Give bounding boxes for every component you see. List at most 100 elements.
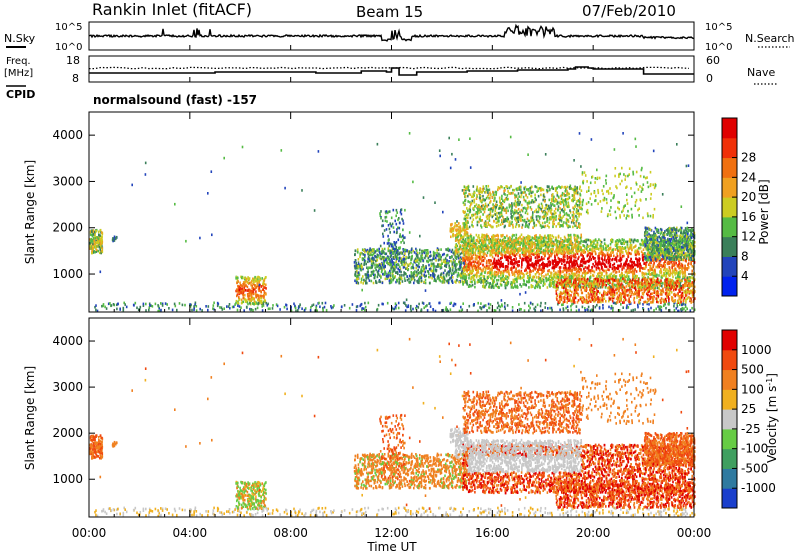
power-cell [432, 308, 434, 311]
power-cell [454, 261, 456, 264]
power-cell [100, 271, 102, 274]
power-cell [568, 270, 570, 273]
power-cell [415, 274, 417, 277]
power-cell [386, 216, 388, 219]
power-cell [185, 240, 187, 243]
power-cell [508, 281, 510, 284]
power-cell [629, 252, 631, 255]
power-cell [439, 149, 441, 152]
power-cell [648, 308, 650, 311]
power-cell [361, 279, 363, 282]
power-cell [402, 235, 404, 238]
power-cell [393, 209, 395, 212]
power-cell [527, 153, 529, 156]
power-cell [419, 235, 421, 238]
power-cell [578, 271, 580, 274]
power-cell [246, 278, 248, 281]
power-cell [463, 266, 465, 269]
power-cell [409, 263, 411, 266]
power-cell [461, 272, 463, 275]
power-cell [498, 275, 500, 278]
power-cell [480, 277, 482, 280]
power-cell [596, 304, 598, 307]
power-cell [535, 267, 537, 270]
power-cell [375, 281, 377, 284]
power-cell [145, 173, 147, 176]
power-cell [428, 264, 430, 267]
power-cell [330, 305, 332, 308]
power-cell [462, 189, 464, 192]
power-cell [659, 308, 661, 311]
beam-label: Beam 15 [356, 3, 423, 21]
power-cell [325, 302, 327, 305]
power-cell [424, 274, 426, 277]
power-cell [626, 252, 628, 255]
power-cell [586, 308, 588, 311]
power-cell [388, 247, 390, 250]
power-cell [91, 234, 93, 237]
power-cell [425, 249, 427, 252]
power-cell [401, 274, 403, 277]
power-cell [427, 249, 429, 252]
power-cell [318, 302, 320, 305]
power-cell [263, 288, 265, 291]
power-cell [438, 259, 440, 262]
power-cell [447, 280, 449, 283]
power-cell [604, 239, 606, 242]
power-cell [257, 280, 259, 283]
power-cell [490, 253, 492, 256]
power-scatter [89, 132, 695, 312]
freq-label-line2: [MHz] [4, 68, 33, 79]
power-cell [172, 309, 174, 312]
power-cell [207, 192, 209, 195]
power-cell [401, 218, 403, 221]
power-cell [396, 211, 398, 214]
power-cell [145, 162, 147, 165]
power-cell [552, 267, 554, 270]
power-cell [322, 302, 324, 305]
power-cell [587, 255, 589, 258]
power-cell [395, 246, 397, 249]
power-cell [436, 254, 438, 257]
power-cell [639, 243, 641, 246]
power-cell [472, 260, 474, 263]
power-cell [539, 264, 541, 267]
power-cell [261, 277, 263, 280]
power-cell [470, 252, 472, 255]
power-cell [248, 298, 250, 301]
power-cell [393, 268, 395, 271]
power-cell [634, 308, 636, 311]
power-cell [473, 303, 475, 306]
power-cell [417, 274, 419, 277]
power-cell [244, 289, 246, 292]
power-cell [410, 276, 412, 279]
power-cell [593, 275, 595, 278]
power-cell [489, 307, 491, 310]
power-cell [191, 309, 193, 312]
power-cell [396, 228, 398, 231]
power-cell [578, 274, 580, 277]
power-cell [653, 150, 655, 153]
power-cell [373, 282, 375, 285]
power-cell [360, 281, 362, 284]
power-cell [616, 252, 618, 255]
power-cell [279, 308, 281, 311]
power-cell [398, 260, 400, 263]
power-cell [403, 271, 405, 274]
power-cell [563, 267, 565, 270]
power-cell [145, 303, 147, 306]
power-cell [411, 271, 413, 274]
power-cell [412, 278, 414, 281]
power-cell [622, 132, 624, 135]
power-cell [454, 280, 456, 283]
power-cell [431, 262, 433, 265]
power-cell [403, 222, 405, 225]
power-cell [661, 306, 663, 309]
power-cell [440, 248, 442, 251]
power-cell [297, 309, 299, 312]
power-cell [690, 263, 692, 266]
power-cell [577, 258, 579, 261]
noise-ytick-bottom: 10^0 [55, 42, 82, 53]
power-cell [589, 276, 591, 279]
power-cell [229, 303, 231, 306]
